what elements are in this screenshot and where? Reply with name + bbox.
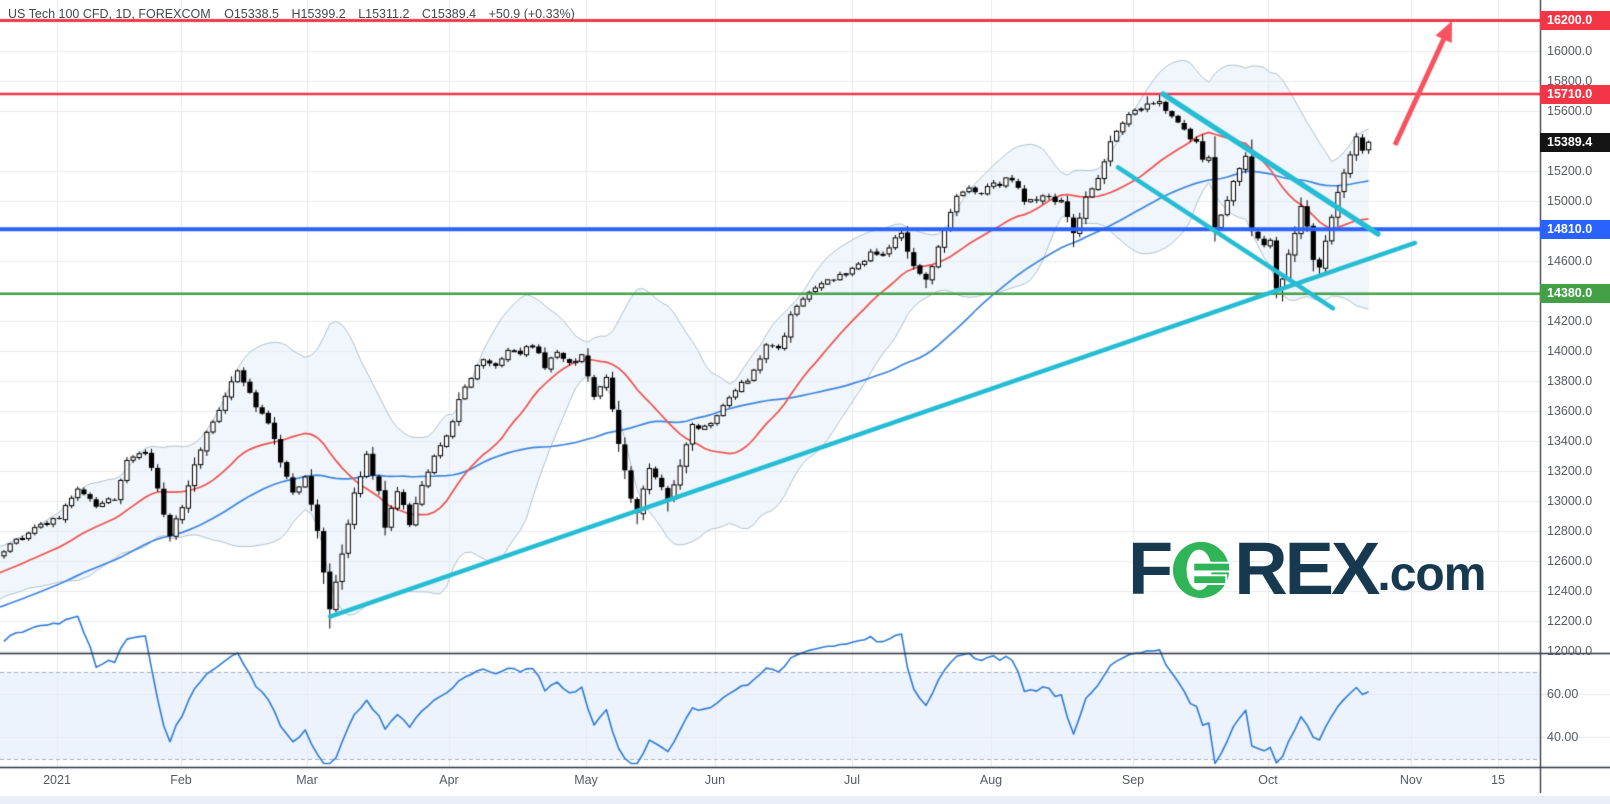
price-tick-label: 15000.0 [1547,193,1593,208]
price-tick-label: 12200.0 [1547,614,1593,629]
support-badge-14380: 14380.0 [1540,284,1610,304]
bottom-strip [0,796,1610,804]
price-tick-label: 13400.0 [1547,433,1593,448]
time-tick-label: Apr [439,773,459,787]
price-tick-label: 14600.0 [1547,253,1593,268]
logo-letter-f: F [1128,527,1173,610]
time-tick-label: Aug [979,773,1003,787]
logo-letters-rex: REX [1234,527,1380,610]
price-tick-label: 13600.0 [1547,403,1593,418]
time-tick-label: Nov [1399,773,1423,787]
time-tick-label: Feb [170,773,192,787]
time-tick-label: May [574,773,598,787]
price-tick-label: 12000.0 [1547,644,1593,659]
price-tick-label: 15200.0 [1547,163,1593,178]
support-badge-14810: 14810.0 [1540,219,1610,239]
forex-com-watermark: F REX .com [1128,527,1486,610]
time-tick-label: 2021 [43,773,71,787]
logo-dotcom: .com [1377,548,1486,601]
time-tick-label: Oct [1258,773,1278,787]
price-tick-label: 14000.0 [1547,343,1593,358]
high-value: H15399.2 [291,7,346,21]
price-tick-label: 12400.0 [1547,584,1593,599]
price-tick-label: 13000.0 [1547,493,1593,508]
price-tick-label: 15600.0 [1547,103,1593,118]
time-tick-label: Jul [844,773,860,787]
forex-o-icon [1173,541,1232,599]
open-value: O15338.5 [224,7,280,21]
price-tick-label: 12800.0 [1547,523,1593,538]
low-value: L15311.2 [358,7,410,21]
close-value: C15389.4 [421,7,477,21]
time-tick-label: Mar [296,773,318,787]
rsi-tick-label: 40.00 [1547,730,1579,745]
last-price-badge: 15389.4 [1540,132,1610,152]
resistance-badge-16200: 16200.0 [1540,10,1610,30]
price-tick-label: 12600.0 [1547,554,1593,568]
price-tick-label: 16000.0 [1547,43,1593,58]
symbol-description: US Tech 100 CFD, 1D, FOREXCOM [8,7,211,21]
price-tick-label: 13800.0 [1547,373,1593,388]
time-tick-label: 15 [1491,773,1505,787]
chart-legend[interactable]: US Tech 100 CFD, 1D, FOREXCOM O15338.5 H… [8,7,584,21]
change-value: +50.9 (+0.33%) [488,7,575,21]
price-tick-label: 14200.0 [1547,313,1593,328]
rsi-tick-label: 60.00 [1547,686,1579,701]
time-tick-label: Sep [1121,773,1145,787]
price-tick-label: 15800.0 [1547,73,1593,88]
price-tick-label: 13200.0 [1547,463,1593,478]
time-tick-label: Jun [704,773,726,787]
resistance-badge-15710: 15710.0 [1540,84,1610,104]
